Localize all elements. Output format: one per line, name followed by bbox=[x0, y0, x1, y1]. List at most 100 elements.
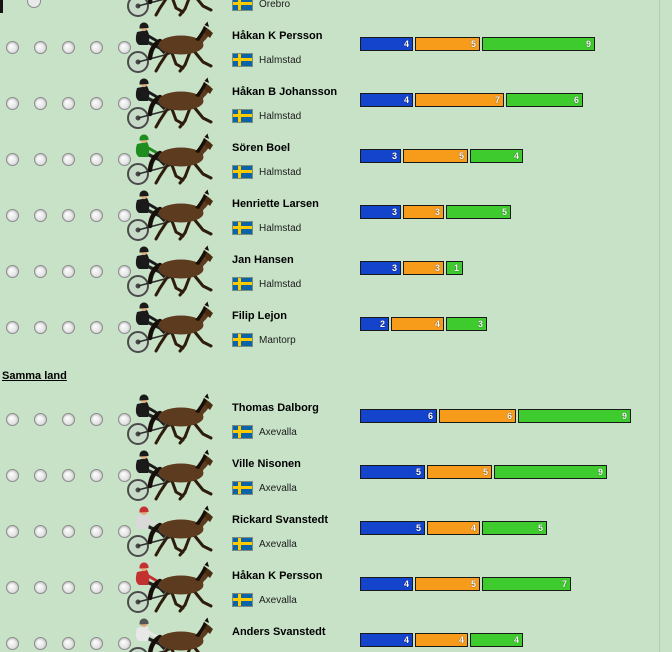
bet-radio[interactable] bbox=[118, 321, 131, 334]
bar-segment-blue: 4 bbox=[360, 37, 413, 51]
bet-radio[interactable] bbox=[90, 265, 103, 278]
bet-radio[interactable] bbox=[118, 581, 131, 594]
horse-sulky-image bbox=[122, 393, 214, 447]
bet-radio[interactable] bbox=[118, 413, 131, 426]
bet-radio[interactable] bbox=[6, 581, 19, 594]
bet-radio[interactable] bbox=[90, 153, 103, 166]
driver-cap bbox=[139, 562, 149, 569]
bet-radio[interactable] bbox=[6, 637, 19, 650]
trotter-icon bbox=[127, 133, 213, 185]
bet-radio[interactable] bbox=[34, 581, 47, 594]
bet-radio[interactable] bbox=[34, 153, 47, 166]
bet-radio[interactable] bbox=[62, 321, 75, 334]
sweden-flag-icon bbox=[232, 481, 253, 495]
bet-radio[interactable] bbox=[34, 97, 47, 110]
sulky-wheel bbox=[128, 647, 148, 652]
trotter-icon bbox=[127, 0, 213, 17]
bet-radio[interactable] bbox=[118, 97, 131, 110]
home-track: Axevalla bbox=[259, 482, 297, 494]
bet-radio[interactable] bbox=[6, 41, 19, 54]
driver-jacket bbox=[135, 142, 150, 157]
bet-radio[interactable] bbox=[6, 469, 19, 482]
bet-radio[interactable] bbox=[34, 41, 47, 54]
driver-name: Filip Lejon bbox=[232, 310, 287, 322]
sweden-flag-icon bbox=[232, 593, 253, 607]
bet-radio[interactable] bbox=[118, 209, 131, 222]
bet-radio[interactable] bbox=[6, 97, 19, 110]
bet-radio[interactable] bbox=[6, 209, 19, 222]
bet-radio[interactable] bbox=[6, 525, 19, 538]
bet-radio[interactable] bbox=[62, 209, 75, 222]
bet-radio[interactable] bbox=[90, 525, 103, 538]
bet-radio[interactable] bbox=[62, 581, 75, 594]
bet-radio[interactable] bbox=[34, 265, 47, 278]
sweden-flag-icon bbox=[232, 0, 253, 11]
bet-radio[interactable] bbox=[62, 525, 75, 538]
bet-radio[interactable] bbox=[6, 153, 19, 166]
bet-radio[interactable] bbox=[34, 525, 47, 538]
bet-radio[interactable] bbox=[34, 413, 47, 426]
bet-radio[interactable] bbox=[118, 41, 131, 54]
driver-cap bbox=[139, 134, 149, 141]
bet-radio[interactable] bbox=[6, 321, 19, 334]
horse-sulky-image bbox=[122, 0, 214, 19]
bet-radio[interactable] bbox=[118, 153, 131, 166]
home-track: Axevalla bbox=[259, 426, 297, 438]
bet-radio[interactable] bbox=[90, 97, 103, 110]
bar-segment-blue: 3 bbox=[360, 149, 401, 163]
right-divider bbox=[659, 0, 660, 652]
home-track-row: Axevalla bbox=[232, 425, 297, 439]
horse-sulky-image bbox=[122, 133, 214, 187]
trotter-icon bbox=[127, 301, 213, 353]
driver-jacket bbox=[135, 458, 150, 473]
bet-radio[interactable] bbox=[62, 637, 75, 650]
bet-radio[interactable] bbox=[34, 469, 47, 482]
bet-radio[interactable] bbox=[62, 153, 75, 166]
driver-cap bbox=[139, 618, 149, 625]
horse-sulky-image bbox=[122, 189, 214, 243]
bet-radio[interactable] bbox=[34, 637, 47, 650]
bet-radio[interactable] bbox=[90, 581, 103, 594]
bet-radio[interactable] bbox=[90, 209, 103, 222]
bet-radio[interactable] bbox=[90, 637, 103, 650]
bet-radio[interactable] bbox=[6, 413, 19, 426]
bet-radio[interactable] bbox=[90, 469, 103, 482]
bet-radio[interactable] bbox=[34, 321, 47, 334]
bar-segment-orange: 4 bbox=[391, 317, 444, 331]
bet-radio[interactable] bbox=[62, 41, 75, 54]
home-track-row: Axevalla bbox=[232, 593, 297, 607]
bet-radio[interactable] bbox=[62, 97, 75, 110]
bet-radio[interactable] bbox=[90, 321, 103, 334]
driver-jacket bbox=[135, 626, 150, 641]
bet-radio[interactable] bbox=[118, 637, 131, 650]
bet-radio[interactable] bbox=[90, 413, 103, 426]
bet-radio[interactable] bbox=[90, 41, 103, 54]
bet-radio[interactable] bbox=[62, 413, 75, 426]
bet-radio[interactable] bbox=[118, 525, 131, 538]
bet-radio[interactable] bbox=[62, 265, 75, 278]
sweden-flag-icon bbox=[232, 537, 253, 551]
bar-segment-orange: 6 bbox=[439, 409, 516, 423]
trotter-icon bbox=[127, 189, 213, 241]
driver-jacket bbox=[135, 402, 150, 417]
bet-radio[interactable] bbox=[34, 209, 47, 222]
bet-radio[interactable] bbox=[118, 469, 131, 482]
trotter-icon bbox=[127, 505, 213, 557]
bar-segment-green: 9 bbox=[482, 37, 595, 51]
driver-cap bbox=[139, 246, 149, 253]
bet-radio[interactable] bbox=[62, 469, 75, 482]
bar-segment-blue: 3 bbox=[360, 205, 401, 219]
horse-sulky-image bbox=[122, 505, 214, 559]
bar-segment-green: 9 bbox=[518, 409, 631, 423]
home-track-row: Halmstad bbox=[232, 277, 301, 291]
bet-radio[interactable] bbox=[6, 265, 19, 278]
home-track: Halmstad bbox=[259, 166, 302, 178]
bet-radio[interactable] bbox=[118, 265, 131, 278]
